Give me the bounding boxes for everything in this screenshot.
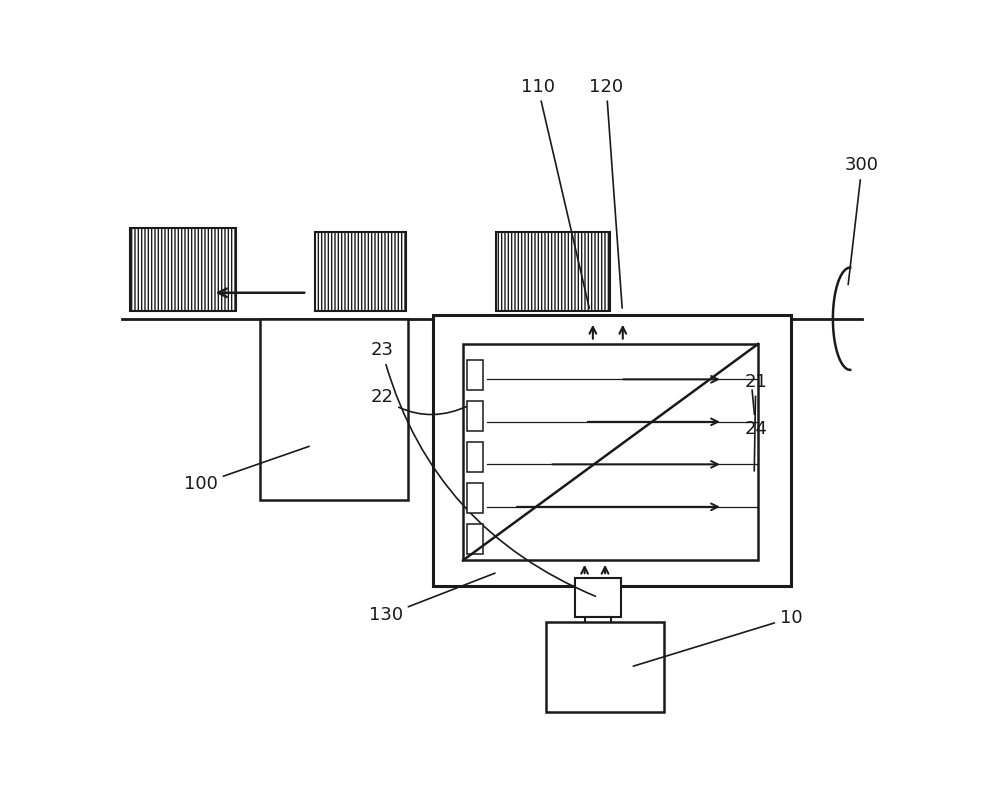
Text: 21: 21 [744,373,767,471]
Bar [575,578,621,617]
Text: 110: 110 [521,78,589,309]
Text: 300: 300 [845,157,879,284]
Text: 100: 100 [184,446,309,493]
Text: 22: 22 [370,389,468,415]
Bar [467,401,483,431]
Text: 10: 10 [633,609,803,666]
Text: 120: 120 [589,78,623,308]
Bar [585,617,611,648]
Bar [260,319,408,500]
Bar [546,622,664,712]
Bar [467,442,483,472]
Text: 130: 130 [369,573,495,624]
Bar [433,315,791,586]
Bar [315,232,406,311]
Bar [467,360,483,390]
Bar [130,228,236,311]
Text: 24: 24 [744,390,767,438]
Bar [496,232,610,311]
Text: 23: 23 [370,342,595,597]
Bar [467,483,483,513]
Bar [467,524,483,554]
Bar [463,344,758,560]
